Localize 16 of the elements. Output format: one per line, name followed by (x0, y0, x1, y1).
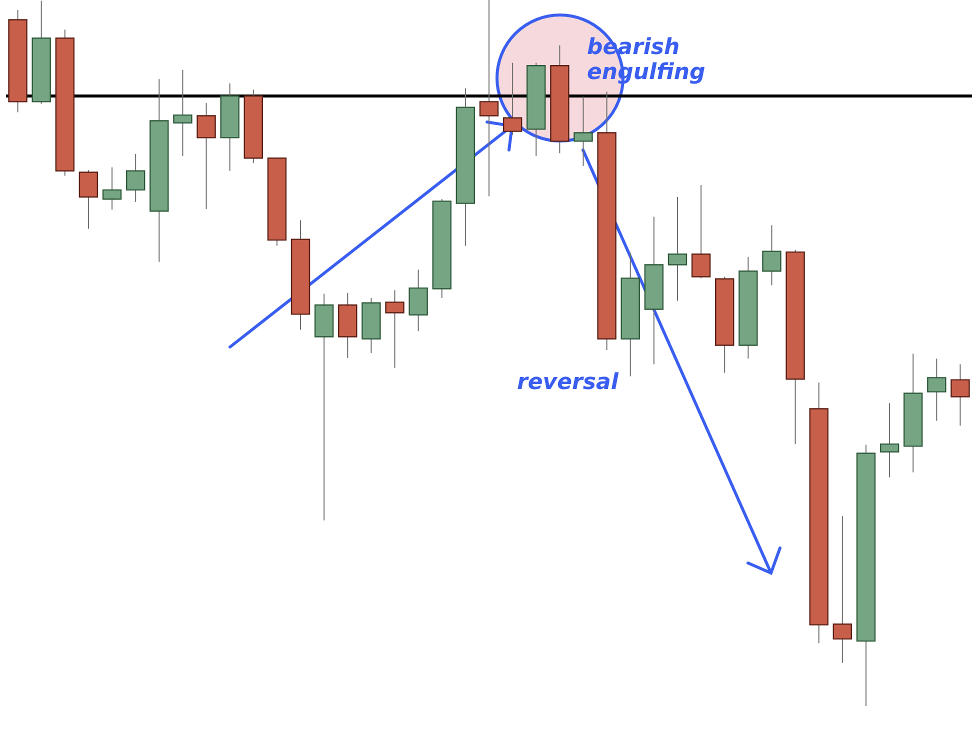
candlestick (102, 166, 122, 210)
candlestick (574, 96, 593, 166)
candlestick (385, 290, 404, 368)
candlestick (668, 196, 688, 302)
candlestick (691, 184, 711, 279)
candlestick (832, 516, 852, 664)
candlestick (126, 153, 146, 202)
annotation: reversal (517, 370, 620, 395)
candlestick (479, 0, 499, 197)
candlestick (950, 364, 970, 426)
candlestick (880, 402, 900, 478)
candlestick (762, 224, 782, 286)
candlestick (502, 62, 522, 136)
candlestick (196, 102, 216, 210)
candlestick (173, 69, 192, 157)
candlestick (927, 358, 946, 422)
